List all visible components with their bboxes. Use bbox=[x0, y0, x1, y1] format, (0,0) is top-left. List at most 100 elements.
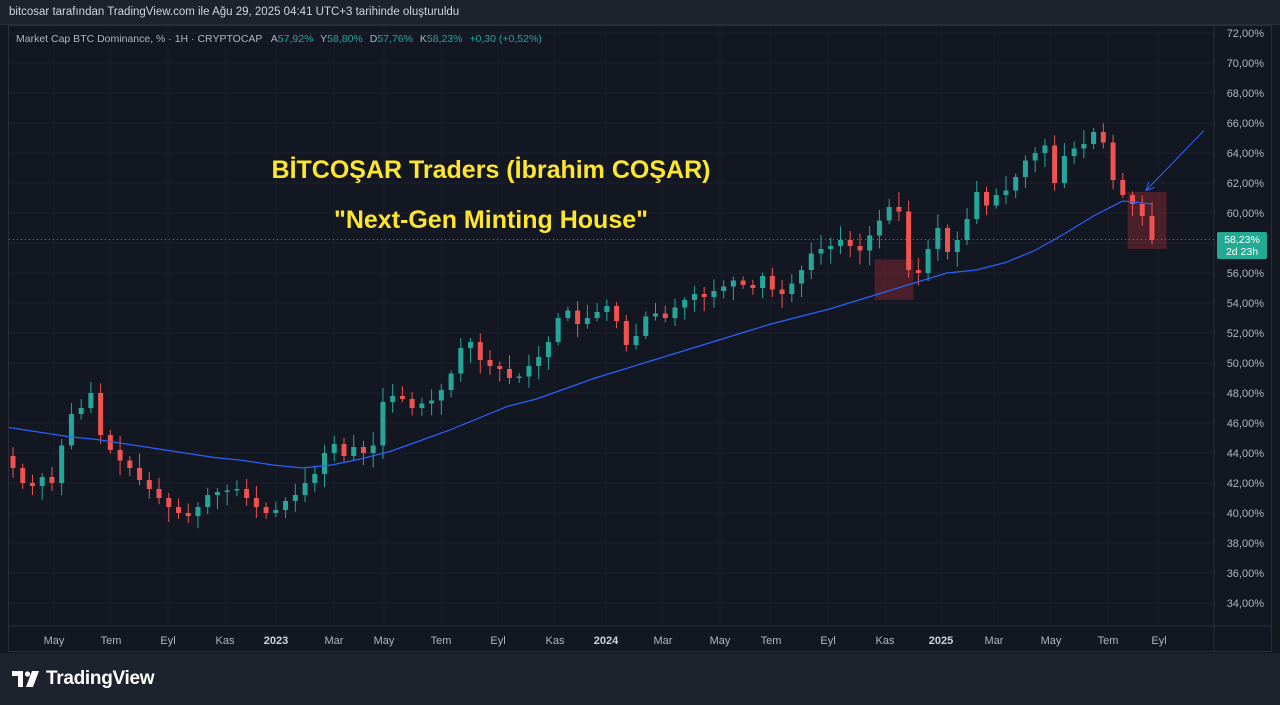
candle-body bbox=[594, 312, 600, 318]
candle-body bbox=[1013, 177, 1019, 191]
candle-body bbox=[1110, 142, 1116, 180]
candle-body bbox=[623, 321, 629, 345]
x-tick-label: May bbox=[710, 635, 731, 647]
x-tick-label: Mar bbox=[985, 635, 1004, 647]
candle-body bbox=[487, 360, 493, 366]
candle-body bbox=[691, 294, 697, 300]
bottom-bar bbox=[0, 653, 1280, 705]
candle-body bbox=[399, 396, 405, 399]
candle-body bbox=[127, 460, 133, 468]
candle-body bbox=[828, 246, 834, 249]
legend-change: +0,30 (+0,52%) bbox=[469, 33, 542, 45]
legend-high-label: Y bbox=[320, 33, 328, 45]
candle-body bbox=[195, 507, 201, 516]
legend-low-label: D bbox=[369, 33, 378, 45]
candle-body bbox=[331, 444, 337, 453]
candle-body bbox=[837, 240, 843, 246]
price-badge-countdown: 2d 23h bbox=[1225, 246, 1259, 258]
candle-body bbox=[224, 490, 230, 492]
candle-body bbox=[468, 342, 474, 348]
x-tick-label: May bbox=[374, 635, 395, 647]
legend-symbol[interactable]: Market Cap BTC Dominance, % · 1H · CRYPT… bbox=[16, 33, 263, 45]
candle-body bbox=[954, 240, 960, 252]
candle-body bbox=[964, 219, 970, 240]
x-tick-label: May bbox=[44, 635, 65, 647]
candle-body bbox=[536, 357, 542, 366]
candle-body bbox=[915, 270, 921, 273]
candle-body bbox=[390, 396, 396, 402]
candle-body bbox=[584, 318, 590, 324]
candle-body bbox=[516, 376, 522, 378]
y-tick-label: 44,00% bbox=[1227, 448, 1265, 460]
candle-body bbox=[59, 445, 65, 483]
candle-body bbox=[643, 316, 649, 336]
legend-close-label: K bbox=[419, 33, 427, 45]
created-by-text: bitcosar tarafından TradingView.com ile … bbox=[9, 6, 460, 18]
candle-body bbox=[906, 211, 912, 270]
candle-body bbox=[769, 276, 775, 290]
candle-body bbox=[429, 400, 435, 404]
y-tick-label: 64,00% bbox=[1227, 148, 1265, 160]
x-tick-label: Mar bbox=[654, 635, 673, 647]
candle-body bbox=[263, 507, 269, 513]
y-tick-label: 46,00% bbox=[1227, 418, 1265, 430]
candle-body bbox=[107, 435, 113, 450]
candle-body bbox=[1042, 145, 1048, 153]
candle-body bbox=[497, 366, 503, 369]
candle-body bbox=[10, 456, 16, 468]
candle-body bbox=[185, 513, 191, 516]
top-bar: bitcosar tarafından TradingView.com ile … bbox=[0, 0, 1280, 25]
candle-body bbox=[1081, 144, 1087, 149]
candle-body bbox=[760, 276, 766, 288]
annotation-title: BİTCOŞAR Traders (İbrahim COŞAR) bbox=[271, 156, 711, 184]
candle-body bbox=[799, 270, 805, 284]
candle-body bbox=[575, 310, 581, 324]
x-tick-label: Tem bbox=[761, 635, 782, 647]
candle-body bbox=[49, 477, 55, 483]
candle-body bbox=[68, 414, 74, 446]
y-tick-label: 40,00% bbox=[1227, 508, 1265, 520]
candle-body bbox=[166, 498, 172, 507]
candle-body bbox=[1071, 148, 1077, 156]
candle-body bbox=[370, 445, 376, 453]
candle-body bbox=[88, 393, 94, 408]
candle-body bbox=[20, 468, 26, 483]
candle-body bbox=[312, 474, 318, 483]
candle-body bbox=[214, 492, 220, 495]
x-tick-label: Kas bbox=[216, 635, 235, 647]
candle-body bbox=[984, 192, 990, 206]
chart-pane[interactable] bbox=[8, 25, 1272, 652]
candle-body bbox=[974, 192, 980, 219]
tradingview-logo[interactable]: TradingView bbox=[12, 668, 155, 690]
x-tick-label: 2025 bbox=[929, 635, 953, 647]
x-tick-label: May bbox=[1041, 635, 1062, 647]
price-badge: 58,23% 2d 23h bbox=[1217, 232, 1267, 259]
x-tick-label: Eyl bbox=[490, 635, 505, 647]
candle-body bbox=[1032, 153, 1038, 161]
candle-body bbox=[945, 228, 951, 252]
candle-body bbox=[98, 393, 104, 435]
candle-body bbox=[117, 450, 123, 461]
candle-body bbox=[857, 246, 863, 251]
candle-body bbox=[244, 489, 250, 498]
y-tick-label: 42,00% bbox=[1227, 478, 1265, 490]
y-tick-label: 72,00% bbox=[1227, 28, 1265, 40]
candle-body bbox=[925, 249, 931, 273]
candle-body bbox=[341, 444, 347, 456]
candle-body bbox=[545, 342, 551, 357]
candle-body bbox=[438, 390, 444, 401]
candle-body bbox=[1100, 132, 1106, 143]
candle-body bbox=[458, 348, 464, 374]
brand-name: TradingView bbox=[46, 668, 155, 689]
candle-body bbox=[322, 453, 328, 474]
legend-high-value: 58,80% bbox=[327, 33, 363, 45]
candle-body bbox=[1061, 156, 1067, 183]
candle-body bbox=[1130, 195, 1136, 204]
candle-body bbox=[1149, 216, 1155, 240]
candle-body bbox=[565, 310, 571, 318]
y-tick-label: 70,00% bbox=[1227, 58, 1265, 70]
y-tick-label: 56,00% bbox=[1227, 268, 1265, 280]
x-tick-label: 2023 bbox=[264, 635, 288, 647]
candle-body bbox=[156, 489, 162, 498]
